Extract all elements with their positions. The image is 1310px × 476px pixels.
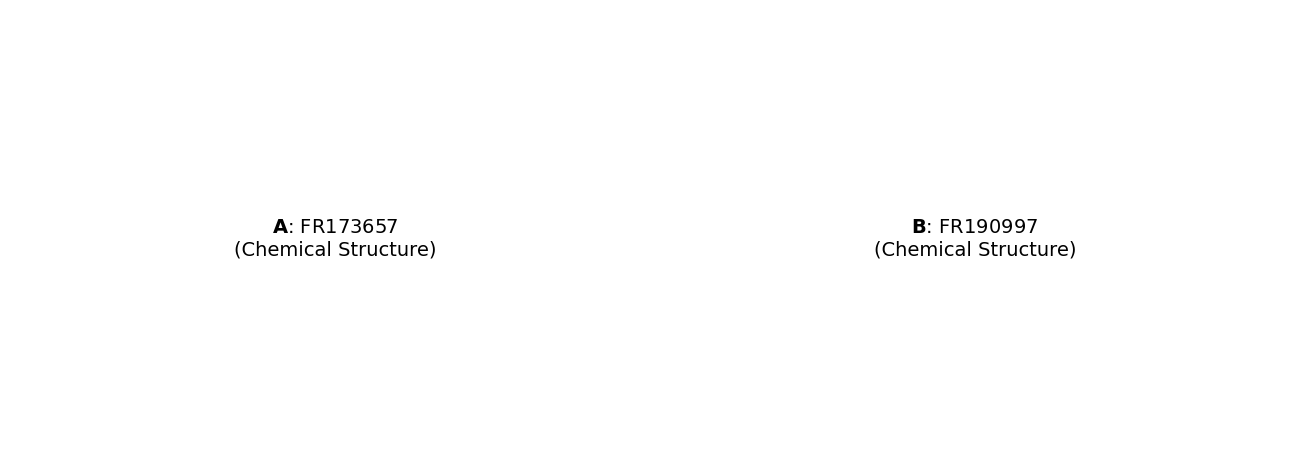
Text: $\mathbf{B}$: FR190997
(Chemical Structure): $\mathbf{B}$: FR190997 (Chemical Structu… xyxy=(874,218,1077,258)
Text: $\mathbf{A}$: FR173657
(Chemical Structure): $\mathbf{A}$: FR173657 (Chemical Structu… xyxy=(233,218,436,258)
